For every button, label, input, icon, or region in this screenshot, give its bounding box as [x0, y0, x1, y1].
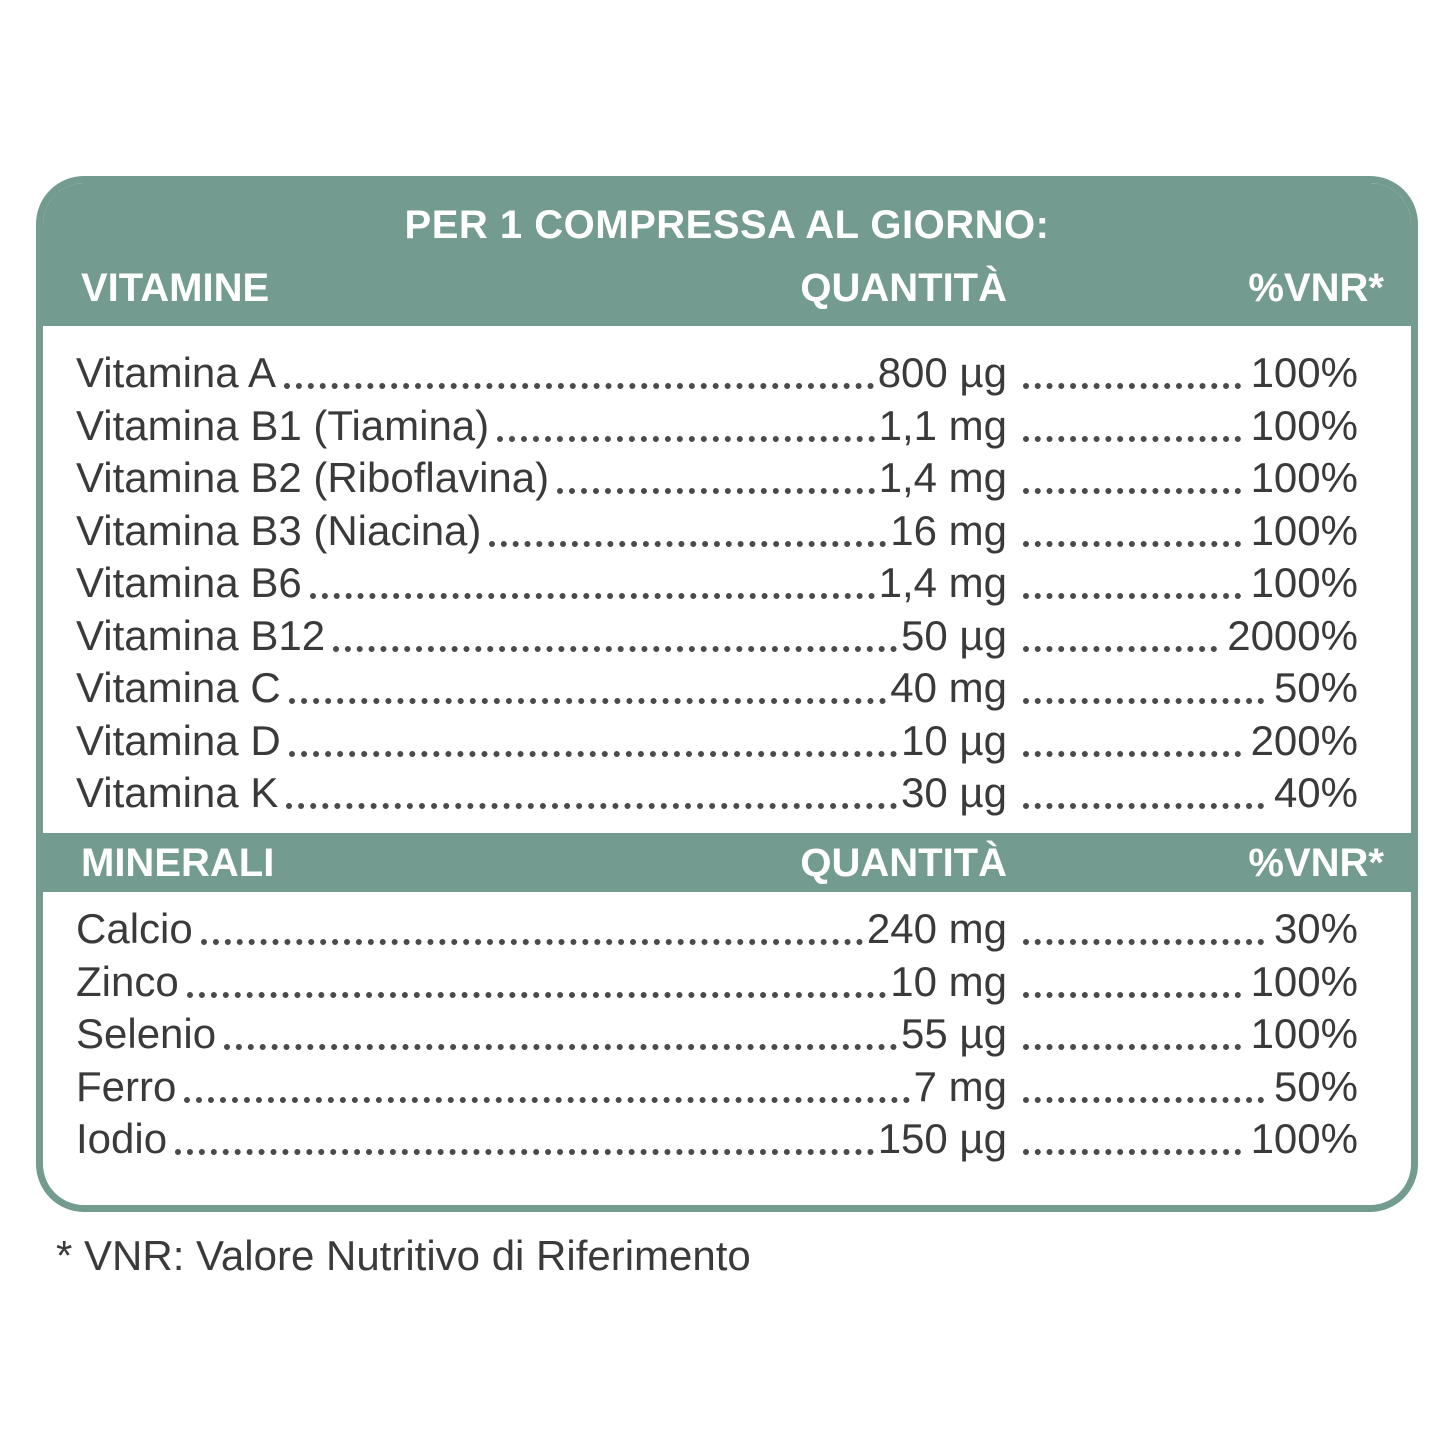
- dotted-leader: [1023, 743, 1241, 757]
- vitamin-row: Vitamina B3 (Niacina) 16 mg 100%: [43, 505, 1411, 558]
- dotted-leader: [1023, 1036, 1241, 1050]
- mineral-row: Calcio 240 mg 30%: [43, 903, 1411, 956]
- vitamin-row: Vitamina B6 1,4 mg 100%: [43, 557, 1411, 610]
- vitamin-row: Vitamina D 10 µg 200%: [43, 715, 1411, 768]
- vitamin-name: Vitamina A: [76, 349, 277, 396]
- mineral-quantity: 55 µg: [901, 1010, 1007, 1057]
- vitamin-quantity: 30 µg: [901, 769, 1007, 816]
- vitamins-quantity-heading: QUANTITÀ: [800, 266, 1007, 310]
- nutrition-table: PER 1 COMPRESSA AL GIORNO: VITAMINE QUAN…: [36, 176, 1418, 1212]
- vitamin-quantity: 1,4 mg: [878, 559, 1007, 606]
- vitamin-vnr: 40%: [1273, 769, 1358, 816]
- vitamin-quantity: 50 µg: [901, 611, 1007, 659]
- dotted-leader: [1023, 1089, 1264, 1103]
- vitamin-name: Vitamina B2 (Riboflavina): [76, 454, 550, 501]
- dotted-leader: [1023, 690, 1264, 704]
- vitamin-vnr: 50%: [1273, 664, 1358, 711]
- vitamin-quantity: 1,4 mg: [878, 454, 1007, 501]
- minerals-heading: MINERALI: [81, 841, 275, 885]
- mineral-row: Ferro 7 mg 50%: [43, 1061, 1411, 1114]
- dotted-leader: [557, 480, 875, 494]
- vitamin-row: Vitamina C 40 mg 50%: [43, 662, 1411, 715]
- mineral-row: Iodio 150 µg 100%: [43, 1113, 1411, 1166]
- mineral-quantity: 150 µg: [877, 1115, 1007, 1162]
- minerals-header-band: MINERALI QUANTITÀ %VNR*: [43, 833, 1411, 892]
- dotted-leader: [286, 795, 897, 809]
- vitamins-list: Vitamina A 800 µg 100% Vitamina B1 (Tiamina…: [43, 347, 1411, 820]
- dotted-leader: [201, 931, 863, 945]
- dotted-leader: [1023, 795, 1264, 809]
- dotted-leader: [284, 375, 874, 389]
- vitamin-name: Vitamina B1 (Tiamina): [76, 401, 490, 449]
- mineral-quantity: 10 mg: [890, 957, 1007, 1005]
- vitamins-header-band: PER 1 COMPRESSA AL GIORNO: VITAMINE QUAN…: [43, 183, 1411, 326]
- vitamin-name: Vitamina D: [76, 716, 281, 764]
- vitamin-quantity: 40 mg: [890, 664, 1007, 711]
- dotted-leader: [497, 428, 875, 442]
- dotted-leader: [175, 1141, 874, 1155]
- vitamin-row: Vitamina A 800 µg 100%: [43, 347, 1411, 400]
- dotted-leader: [1023, 1141, 1241, 1155]
- mineral-name: Selenio: [76, 1010, 217, 1057]
- minerals-quantity-heading: QUANTITÀ: [800, 841, 1007, 885]
- minerals-vnr-heading: %VNR*: [1248, 841, 1384, 885]
- dotted-leader: [1023, 585, 1241, 599]
- mineral-name: Calcio: [76, 905, 193, 952]
- dotted-leader: [1023, 533, 1241, 547]
- dotted-leader: [489, 533, 886, 547]
- vitamin-vnr: 100%: [1250, 559, 1358, 606]
- vitamin-vnr: 2000%: [1227, 611, 1358, 659]
- dotted-leader: [1023, 480, 1241, 494]
- dotted-leader: [1023, 638, 1217, 652]
- dotted-leader: [1023, 428, 1241, 442]
- mineral-vnr: 50%: [1273, 1062, 1358, 1110]
- dotted-leader: [1023, 375, 1241, 389]
- dotted-leader: [333, 638, 897, 652]
- mineral-quantity: 240 mg: [866, 905, 1007, 952]
- dotted-leader: [289, 690, 886, 704]
- mineral-name: Iodio: [76, 1115, 168, 1162]
- dotted-leader: [289, 743, 897, 757]
- vitamin-row: Vitamina B1 (Tiamina) 1,1 mg 100%: [43, 400, 1411, 453]
- dotted-leader: [1023, 984, 1241, 998]
- vitamin-row: Vitamina B2 (Riboflavina) 1,4 mg 100%: [43, 452, 1411, 505]
- vitamin-name: Vitamina K: [76, 769, 279, 816]
- mineral-quantity: 7 mg: [913, 1062, 1007, 1110]
- mineral-vnr: 100%: [1250, 957, 1358, 1005]
- table-title: PER 1 COMPRESSA AL GIORNO:: [404, 203, 1050, 247]
- vitamin-quantity: 800 µg: [877, 349, 1007, 396]
- vitamin-quantity: 16 mg: [890, 506, 1007, 554]
- mineral-vnr: 100%: [1250, 1010, 1358, 1057]
- mineral-vnr: 100%: [1250, 1115, 1358, 1162]
- vitamin-vnr: 100%: [1250, 506, 1358, 554]
- mineral-name: Zinco: [76, 957, 179, 1005]
- dotted-leader: [310, 585, 875, 599]
- vitamin-vnr: 100%: [1250, 454, 1358, 501]
- dotted-leader: [224, 1036, 897, 1050]
- vitamin-vnr: 100%: [1250, 349, 1358, 396]
- footnote: * VNR: Valore Nutritivo di Riferimento: [56, 1232, 751, 1279]
- vitamin-name: Vitamina B6: [76, 559, 302, 606]
- vitamin-row: Vitamina B12 50 µg 2000%: [43, 610, 1411, 663]
- mineral-vnr: 30%: [1273, 905, 1358, 952]
- dotted-leader: [1023, 931, 1264, 945]
- dotted-leader: [184, 1089, 910, 1103]
- vitamin-vnr: 100%: [1250, 401, 1358, 449]
- minerals-list: Calcio 240 mg 30% Zinco 10 mg 100% Selenio 55 µ…: [43, 903, 1411, 1166]
- vitamin-vnr: 200%: [1250, 716, 1358, 764]
- vitamin-quantity: 1,1 mg: [878, 401, 1007, 449]
- vitamins-heading: VITAMINE: [81, 266, 270, 310]
- dotted-leader: [187, 984, 886, 998]
- vitamin-name: Vitamina B12: [76, 611, 326, 659]
- mineral-name: Ferro: [76, 1062, 177, 1110]
- vitamin-row: Vitamina K 30 µg 40%: [43, 767, 1411, 820]
- vitamins-vnr-heading: %VNR*: [1248, 266, 1384, 310]
- mineral-row: Selenio 55 µg 100%: [43, 1008, 1411, 1061]
- vitamin-quantity: 10 µg: [901, 716, 1007, 764]
- vitamin-name: Vitamina B3 (Niacina): [76, 506, 482, 554]
- vitamin-name: Vitamina C: [76, 664, 281, 711]
- mineral-row: Zinco 10 mg 100%: [43, 956, 1411, 1009]
